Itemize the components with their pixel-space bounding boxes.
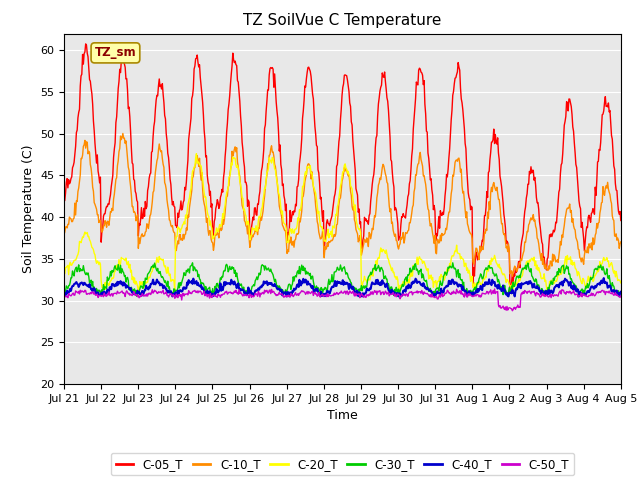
Text: TZ_sm: TZ_sm	[95, 47, 136, 60]
Legend: C-05_T, C-10_T, C-20_T, C-30_T, C-40_T, C-50_T: C-05_T, C-10_T, C-20_T, C-30_T, C-40_T, …	[111, 453, 574, 475]
X-axis label: Time: Time	[327, 409, 358, 422]
Title: TZ SoilVue C Temperature: TZ SoilVue C Temperature	[243, 13, 442, 28]
Y-axis label: Soil Temperature (C): Soil Temperature (C)	[22, 144, 35, 273]
